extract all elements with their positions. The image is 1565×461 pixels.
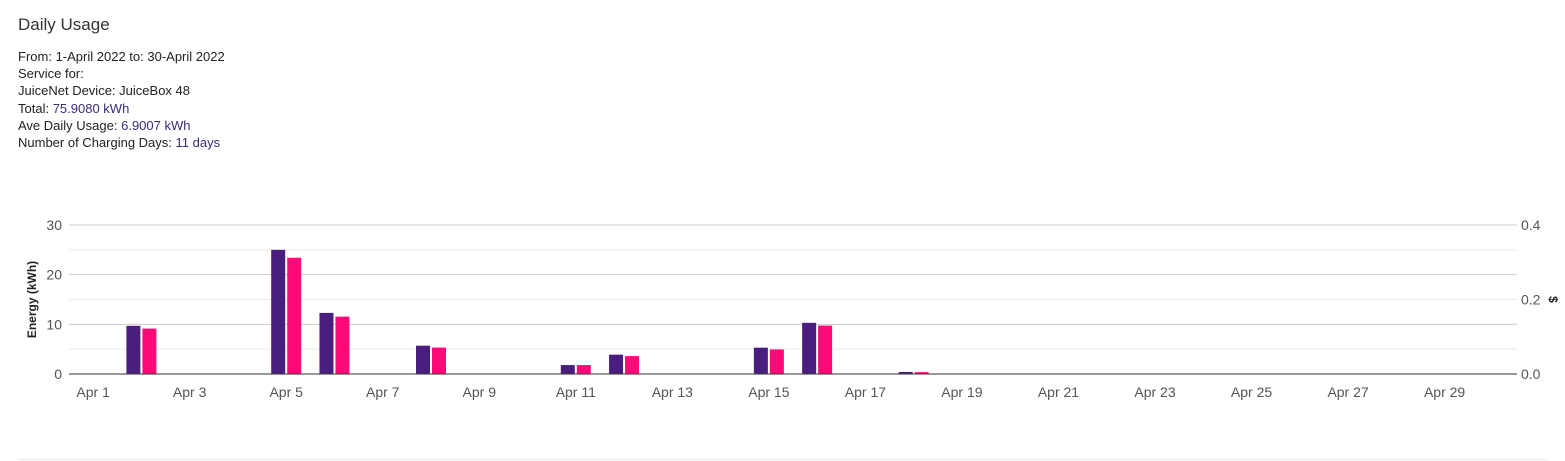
x-tick-label: Apr 19 xyxy=(941,384,982,400)
date-range-line: From: 1-April 2022 to: 30-April 2022 xyxy=(18,48,225,65)
energy-bar xyxy=(898,372,913,374)
avg-label: Ave Daily Usage: xyxy=(18,117,118,133)
y2-tick-label: 0.4 xyxy=(1521,217,1541,233)
y-tick-label: 0 xyxy=(54,366,62,382)
cost-bar xyxy=(142,328,157,374)
x-tick-label: Apr 25 xyxy=(1231,384,1272,400)
x-tick-label: Apr 23 xyxy=(1134,384,1175,400)
x-tick-label: Apr 5 xyxy=(269,384,303,400)
energy-bar xyxy=(271,249,286,374)
energy-bar xyxy=(319,312,334,374)
charging-days-line: Number of Charging Days: 11 days xyxy=(18,134,225,151)
x-tick-label: Apr 9 xyxy=(463,384,497,400)
x-tick-label: Apr 3 xyxy=(173,384,207,400)
cost-bar xyxy=(576,365,591,374)
x-tick-label: Apr 13 xyxy=(652,384,693,400)
cost-bar xyxy=(432,347,446,374)
x-tick-label: Apr 7 xyxy=(366,384,400,400)
energy-bar xyxy=(753,347,768,374)
service-label: Service for: xyxy=(18,66,84,82)
device-label: JuiceNet Device: xyxy=(18,83,116,99)
charging-days-label: Number of Charging Days: xyxy=(18,135,172,151)
cost-bar xyxy=(769,349,784,374)
total-value: 75.9080 kWh xyxy=(52,100,130,116)
from-label: From: xyxy=(18,49,52,64)
device-value: JuiceBox 48 xyxy=(119,83,190,99)
x-tick-label: Apr 11 xyxy=(556,384,596,400)
x-tick-label: Apr 15 xyxy=(748,384,789,400)
cost-bar xyxy=(335,316,350,374)
avg-value: 6.9007 kWh xyxy=(121,117,191,133)
y2-axis-title: $ xyxy=(1546,296,1560,303)
x-tick-label: Apr 1 xyxy=(76,384,110,400)
energy-bar xyxy=(126,325,141,374)
usage-summary: From: 1-April 2022 to: 30-April 2022 Ser… xyxy=(18,48,225,151)
bottom-divider xyxy=(18,459,1547,460)
energy-bar xyxy=(802,322,817,374)
energy-bar xyxy=(609,354,624,374)
y-axis-title: Energy (kWh) xyxy=(25,261,39,338)
cost-bar xyxy=(625,356,640,374)
y2-tick-label: 0.2 xyxy=(1521,292,1541,308)
avg-line: Ave Daily Usage: 6.9007 kWh xyxy=(18,117,225,134)
x-tick-label: Apr 21 xyxy=(1038,384,1079,400)
y2-tick-label: 0.0 xyxy=(1521,366,1541,382)
y-tick-label: 10 xyxy=(46,316,62,332)
cost-bar xyxy=(914,372,929,374)
service-line: Service for: xyxy=(18,65,225,82)
y-tick-label: 20 xyxy=(46,267,62,283)
energy-bar xyxy=(416,345,430,374)
total-line: Total: 75.9080 kWh xyxy=(18,100,225,117)
cost-bar xyxy=(287,257,302,374)
date-range-value: 1-April 2022 to: 30-April 2022 xyxy=(55,49,225,64)
daily-usage-chart: 0 10 20 30 0.0 0.2 0.4 Energy (kWh) $ Apr 1 Apr 3 A… xyxy=(25,217,1560,400)
total-label: Total: xyxy=(18,100,50,116)
x-tick-label: Apr 17 xyxy=(845,384,886,400)
charging-days-value: 11 days xyxy=(175,135,221,151)
x-tick-label: Apr 27 xyxy=(1327,384,1368,400)
energy-bar xyxy=(560,365,575,374)
device-line: JuiceNet Device: JuiceBox 48 xyxy=(18,82,225,99)
cost-bar xyxy=(818,325,833,374)
y-tick-label: 30 xyxy=(46,217,62,233)
x-tick-label: Apr 29 xyxy=(1424,384,1465,400)
page-title: Daily Usage xyxy=(18,15,110,34)
